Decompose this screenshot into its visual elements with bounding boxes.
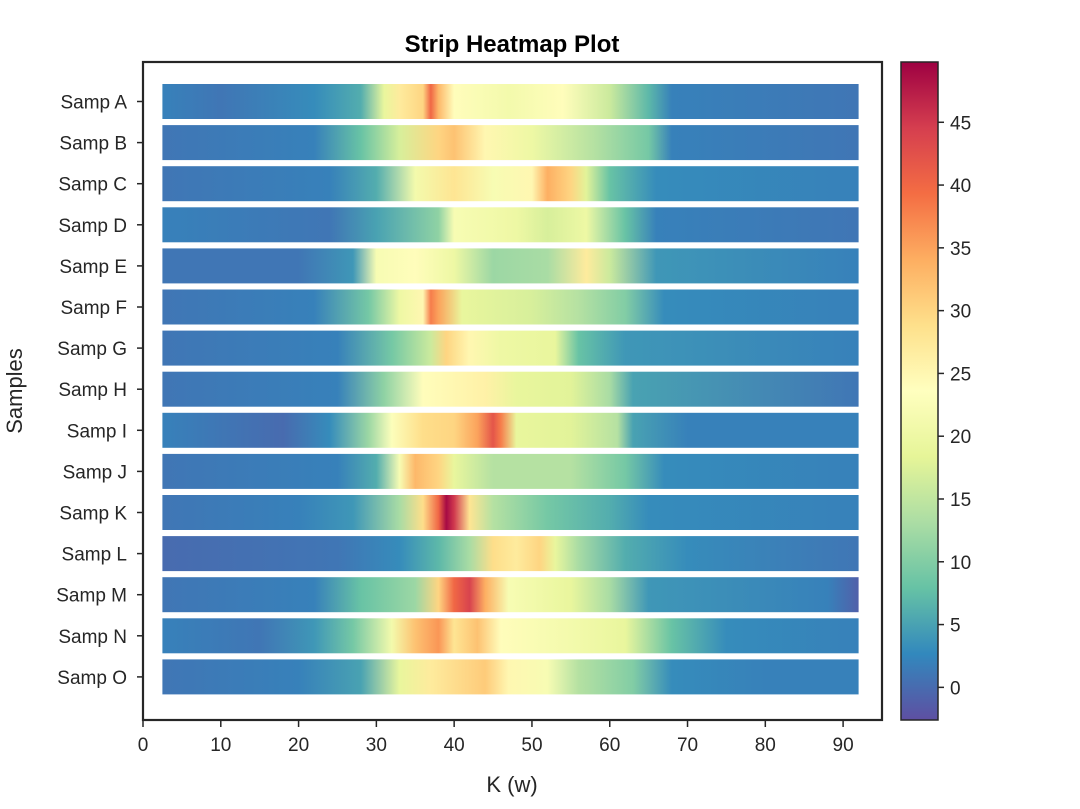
heatmap-strip bbox=[162, 495, 859, 530]
x-tick-label: 70 bbox=[677, 735, 698, 756]
x-tick-label: 60 bbox=[599, 735, 620, 756]
heatmap-strip bbox=[162, 166, 859, 202]
heatmap-strip bbox=[162, 125, 859, 161]
x-axis-label: K (w) bbox=[486, 772, 537, 797]
colorbar-ticks: 0 5 10 15 20 25 30 35 40 45 bbox=[938, 113, 971, 699]
x-tick-label: 50 bbox=[521, 735, 542, 756]
colorbar-tick-label: 45 bbox=[950, 113, 971, 134]
y-tick-label: Samp I bbox=[67, 421, 127, 442]
heatmap-strip bbox=[162, 248, 859, 284]
heatmap-strip bbox=[162, 577, 859, 613]
heatmap-strip bbox=[162, 618, 859, 654]
heatmap-strip bbox=[162, 659, 859, 695]
y-tick-label: Samp O bbox=[57, 668, 127, 689]
y-axis-label: Samples bbox=[2, 348, 27, 434]
x-tick-label: 0 bbox=[138, 735, 149, 756]
y-axis: Samp O Samp N Samp M Samp L Samp K Samp J Samp… bbox=[56, 93, 143, 689]
x-tick-label: 30 bbox=[366, 735, 387, 756]
y-tick-label: Samp D bbox=[58, 216, 127, 237]
y-tick-label: Samp L bbox=[62, 545, 127, 566]
colorbar-tick-label: 30 bbox=[950, 302, 971, 323]
plot-frame bbox=[141, 60, 884, 722]
x-tick-label: 40 bbox=[444, 735, 465, 756]
heatmap-strip bbox=[162, 412, 859, 448]
x-axis: 0 10 20 30 40 50 60 70 80 90 bbox=[138, 720, 854, 756]
y-tick-label: Samp M bbox=[56, 586, 127, 607]
x-tick-label: 20 bbox=[288, 735, 309, 756]
y-tick-label: Samp E bbox=[59, 257, 127, 278]
heatmap-strip bbox=[162, 371, 859, 407]
colorbar-tick-label: 25 bbox=[950, 364, 971, 385]
y-tick-label: Samp C bbox=[58, 175, 127, 196]
colorbar-tick-label: 20 bbox=[950, 427, 971, 448]
chart-title: Strip Heatmap Plot bbox=[405, 31, 620, 58]
y-tick-label: Samp N bbox=[58, 627, 127, 648]
colorbar bbox=[900, 61, 939, 721]
y-tick-label: Samp K bbox=[59, 504, 127, 525]
colorbar-tick-label: 15 bbox=[950, 490, 971, 511]
heatmap-strip bbox=[162, 289, 859, 325]
heatmap-strips bbox=[162, 84, 859, 695]
colorbar-tick-label: 0 bbox=[950, 678, 961, 699]
colorbar-tick-label: 35 bbox=[950, 239, 971, 260]
colorbar-tick-label: 40 bbox=[950, 176, 971, 197]
colorbar-tick-label: 10 bbox=[950, 553, 971, 574]
x-tick-label: 80 bbox=[755, 735, 776, 756]
colorbar-tick-label: 5 bbox=[950, 616, 961, 637]
heatmap-strip bbox=[162, 330, 859, 366]
y-tick-label: Samp A bbox=[60, 93, 127, 114]
heatmap-strip bbox=[162, 84, 859, 119]
y-tick-label: Samp F bbox=[60, 298, 127, 319]
heatmap-strip bbox=[162, 536, 859, 572]
y-tick-label: Samp B bbox=[59, 134, 127, 155]
x-tick-label: 90 bbox=[833, 735, 854, 756]
x-tick-label: 10 bbox=[210, 735, 231, 756]
heatmap-strip bbox=[162, 207, 859, 243]
y-tick-label: Samp J bbox=[63, 462, 127, 483]
heatmap-strip bbox=[162, 453, 859, 489]
y-tick-label: Samp G bbox=[57, 339, 127, 360]
y-tick-label: Samp H bbox=[58, 380, 127, 401]
